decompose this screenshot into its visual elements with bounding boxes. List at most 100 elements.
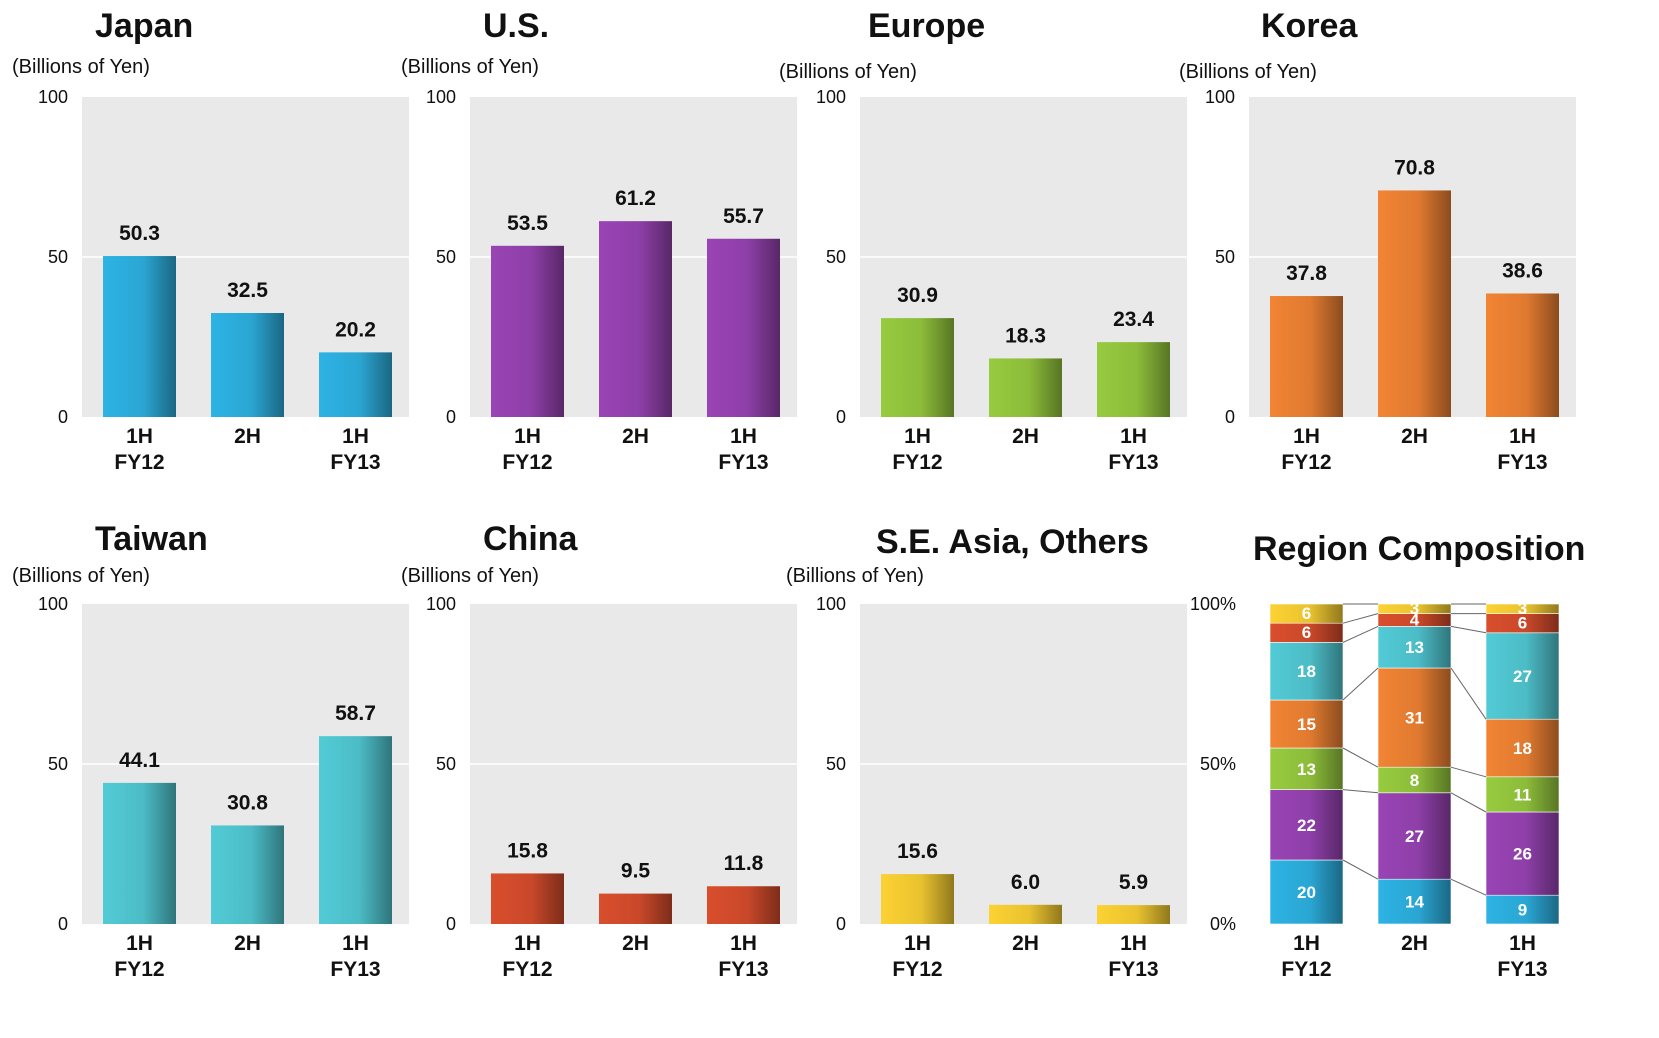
x-tick-label: 1H: [1293, 425, 1320, 448]
x-tick-label: FY12: [1281, 451, 1331, 474]
connector-line: [1450, 625, 1487, 634]
stack-segment: [1485, 603, 1560, 614]
chart-title: U.S.: [483, 7, 549, 45]
stack-segment: [1377, 603, 1452, 614]
segment-label: 26: [1513, 845, 1532, 864]
x-tick-label: 2H: [622, 932, 649, 955]
segment-label: 22: [1297, 816, 1316, 835]
bar: [1378, 190, 1451, 417]
data-label: 15.6: [897, 840, 938, 863]
y-tick-label: 0%: [1210, 914, 1236, 934]
data-label: 30.9: [897, 284, 938, 307]
x-tick-label: FY12: [502, 958, 552, 981]
segment-label: 18: [1513, 739, 1532, 758]
chart-title: Europe: [868, 7, 985, 45]
connector-line: [1342, 667, 1379, 701]
bar: [1270, 296, 1343, 417]
x-tick-label: FY12: [892, 958, 942, 981]
segment-label: 8: [1410, 771, 1419, 790]
connector-line: [1342, 613, 1379, 624]
data-label: 50.3: [119, 222, 160, 245]
y-tick-label: 50%: [1200, 754, 1236, 774]
chart-title: Japan: [95, 7, 193, 45]
y-tick-label: 0: [58, 914, 68, 934]
chart-panel-4: Korea (Billions of Yen) 0 50 100 37.8 1H FY12 70…: [1179, 7, 1576, 474]
y-tick-label: 0: [446, 407, 456, 427]
data-label: 32.5: [227, 279, 268, 302]
x-tick-label: FY13: [718, 451, 768, 474]
segment-label: 13: [1297, 760, 1316, 779]
x-tick-label: FY13: [1108, 451, 1158, 474]
bar: [319, 736, 392, 924]
y-unit-label: (Billions of Yen): [401, 565, 539, 587]
x-tick-label: 1H: [904, 425, 931, 448]
y-unit-label: (Billions of Yen): [786, 565, 924, 587]
data-label: 20.2: [335, 318, 376, 341]
y-tick-label: 100: [816, 594, 846, 614]
chart-title: Korea: [1261, 7, 1358, 45]
x-tick-label: FY13: [1108, 958, 1158, 981]
chart-panel-5: Taiwan (Billions of Yen) 0 50 100 44.1 1H FY12 3…: [12, 520, 409, 981]
x-tick-label: 1H: [1120, 932, 1147, 955]
x-tick-label: 1H: [904, 932, 931, 955]
connector-line: [1450, 792, 1487, 813]
segment-label: 6: [1518, 613, 1527, 632]
stack-segment: [1377, 792, 1452, 880]
segment-label: 11: [1514, 785, 1532, 804]
x-tick-label: 1H: [514, 932, 541, 955]
y-tick-label: 50: [826, 754, 846, 774]
bar: [211, 313, 284, 417]
x-tick-label: FY12: [502, 451, 552, 474]
bar: [103, 256, 176, 417]
y-tick-label: 0: [446, 914, 456, 934]
y-tick-label: 100: [1205, 87, 1235, 107]
segment-label: 15: [1297, 715, 1316, 734]
x-tick-label: 1H: [342, 932, 369, 955]
bar: [1486, 293, 1559, 417]
bar: [707, 886, 780, 924]
stack-segment: [1485, 894, 1560, 925]
x-tick-label: FY13: [1497, 451, 1547, 474]
segment-label: 18: [1297, 662, 1316, 681]
data-label: 9.5: [621, 860, 651, 883]
data-label: 5.9: [1119, 871, 1148, 894]
chart-title: China: [483, 520, 579, 558]
data-label: 6.0: [1011, 871, 1040, 894]
x-tick-label: 1H: [342, 425, 369, 448]
data-label: 30.8: [227, 791, 268, 814]
y-tick-label: 0: [836, 914, 846, 934]
data-label: 38.6: [1502, 259, 1543, 282]
stack-segment: [1377, 667, 1452, 768]
y-tick-label: 100: [426, 594, 456, 614]
bar: [881, 874, 954, 924]
x-tick-label: 2H: [1012, 932, 1039, 955]
x-tick-label: FY12: [892, 451, 942, 474]
data-label: 70.8: [1394, 156, 1435, 179]
y-tick-label: 50: [48, 754, 68, 774]
x-tick-label: 2H: [234, 932, 261, 955]
segment-label: 4: [1410, 610, 1420, 629]
bar: [881, 318, 954, 417]
segment-label: 9: [1518, 901, 1527, 920]
x-tick-label: 2H: [1401, 425, 1428, 448]
chart-panel-6: China (Billions of Yen) 0 50 100 15.8 1H FY12 9.…: [401, 520, 797, 981]
y-tick-label: 50: [826, 247, 846, 267]
segment-label: 3: [1518, 599, 1527, 618]
data-label: 53.5: [507, 212, 548, 235]
y-unit-label: (Billions of Yen): [12, 56, 150, 78]
x-tick-label: 1H: [1509, 425, 1536, 448]
y-unit-label: (Billions of Yen): [1179, 61, 1317, 83]
x-tick-label: FY13: [330, 958, 380, 981]
bar: [211, 825, 284, 924]
y-tick-label: 100: [816, 87, 846, 107]
x-tick-label: 1H: [514, 425, 541, 448]
x-tick-label: 2H: [1012, 425, 1039, 448]
x-tick-label: 1H: [1120, 425, 1147, 448]
stack-segment: [1269, 859, 1344, 925]
x-tick-label: 2H: [234, 425, 261, 448]
connector-line: [1450, 667, 1487, 720]
bar: [491, 873, 564, 924]
data-label: 18.3: [1005, 324, 1046, 347]
stack-segment: [1485, 632, 1560, 720]
stack-segment: [1269, 603, 1344, 624]
